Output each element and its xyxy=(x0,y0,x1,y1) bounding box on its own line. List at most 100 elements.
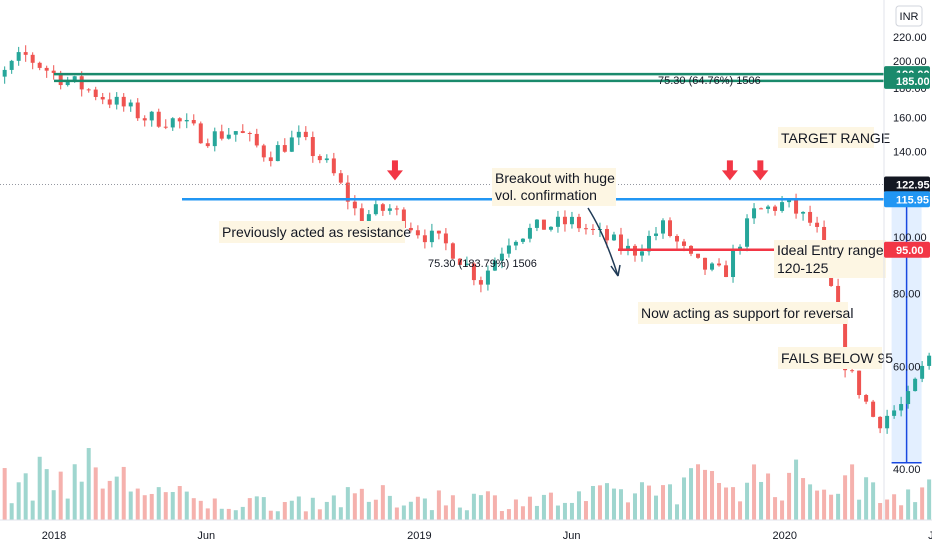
volume-bar xyxy=(324,501,329,520)
x-axis-ticks: 2018Jun2019Jun2020Jun2021Jun2022Jun xyxy=(42,530,932,542)
candle-body xyxy=(275,145,280,162)
volume-bar xyxy=(899,505,904,520)
candle-body xyxy=(100,96,105,100)
volume-bar xyxy=(401,505,406,520)
volume-bar xyxy=(394,507,399,520)
candle-body xyxy=(696,253,701,258)
y-tick-label: 100.00 xyxy=(893,232,927,244)
volume-bar xyxy=(583,501,588,520)
volume-bar xyxy=(892,494,897,520)
candle-body xyxy=(618,234,623,250)
candle-body xyxy=(205,143,210,147)
candle-body xyxy=(163,126,168,128)
candle-body xyxy=(885,415,890,429)
currency-box[interactable] xyxy=(895,5,923,27)
volume-bar xyxy=(233,510,238,520)
volume-bar xyxy=(415,496,420,520)
candle-body xyxy=(128,102,133,107)
volume-bar xyxy=(717,482,722,520)
volume-bar xyxy=(359,488,364,520)
candle-body xyxy=(373,204,378,215)
candle-body xyxy=(625,245,630,250)
candle-body xyxy=(822,226,827,253)
volume-bar xyxy=(100,488,105,520)
candle-body xyxy=(815,222,820,227)
candle-body xyxy=(843,315,848,371)
candle-body xyxy=(857,370,862,396)
candle-body xyxy=(324,158,329,161)
currency-label: INR xyxy=(900,11,919,23)
volume-bar xyxy=(457,507,462,520)
volume-bar xyxy=(2,468,7,520)
candle-body xyxy=(408,227,413,231)
candle-body xyxy=(268,157,273,162)
annot-bg-entry xyxy=(774,240,886,278)
volume-bar xyxy=(541,494,546,520)
candle-body xyxy=(303,131,308,138)
candle-body xyxy=(23,52,28,55)
candle-body xyxy=(142,118,147,121)
y-tick-label: 160.00 xyxy=(893,113,927,125)
resistance-arrow xyxy=(721,160,738,181)
candle-body xyxy=(240,131,245,133)
volume-bar xyxy=(485,491,490,520)
y-tick-label: 80.00 xyxy=(893,288,921,300)
volume-bar xyxy=(366,501,371,520)
volume-bar xyxy=(815,490,820,520)
candle-body xyxy=(170,118,175,128)
candle-body xyxy=(682,241,687,246)
volume-bar xyxy=(632,493,637,520)
candle-body xyxy=(604,229,609,241)
candle-body xyxy=(738,246,743,250)
price-tag-last-price xyxy=(884,176,930,193)
x-tick-label: 2018 xyxy=(42,530,66,542)
candle-body xyxy=(30,54,35,63)
volume-bar xyxy=(128,491,133,520)
annotation-breakout-1: Breakout with huge xyxy=(495,170,615,186)
volume-bar xyxy=(696,464,701,520)
volume-bar xyxy=(436,490,441,520)
volume-bar xyxy=(850,464,855,520)
volume-bar xyxy=(37,456,42,520)
volume-bar xyxy=(289,500,294,520)
volume-bar xyxy=(534,505,539,520)
candle-body xyxy=(534,219,539,228)
volume-bar xyxy=(773,497,778,520)
annotation-entry-2: 120-125 xyxy=(777,260,829,276)
volume-bar xyxy=(464,510,469,520)
volume-bar xyxy=(296,496,301,520)
candle-body xyxy=(864,395,869,402)
annot-bg-support xyxy=(638,302,848,324)
candle-body xyxy=(471,263,476,281)
candle-body xyxy=(121,96,126,107)
candle-body xyxy=(794,199,799,214)
candle-body xyxy=(338,173,343,183)
volume-bar xyxy=(576,491,581,520)
volume-bar xyxy=(913,502,918,520)
candle-body xyxy=(710,263,715,270)
candle-body xyxy=(93,89,98,97)
volume-bar xyxy=(331,495,336,520)
volume-bar xyxy=(731,487,736,520)
volume-bar xyxy=(597,485,602,520)
candle-body xyxy=(429,230,434,243)
candle-body xyxy=(646,235,651,252)
candle-body xyxy=(51,70,56,73)
candle-body xyxy=(177,118,182,122)
volume-bar xyxy=(149,493,154,520)
annotation-support: Now acting as support for reversal xyxy=(641,305,853,321)
price-tag-stop xyxy=(884,241,930,258)
x-tick-label: Jun xyxy=(563,530,581,542)
candlesticks xyxy=(2,45,932,434)
volume-bar xyxy=(177,486,182,520)
price-tag-label: 95.00 xyxy=(896,245,924,257)
candle-body xyxy=(9,60,14,70)
volume-bar xyxy=(282,502,287,520)
x-tick-label: Jun xyxy=(197,530,215,542)
candle-body xyxy=(16,52,21,61)
volume-bar xyxy=(443,505,448,520)
y-tick-label: 200.00 xyxy=(893,56,927,68)
measurement-boxes xyxy=(891,197,922,464)
